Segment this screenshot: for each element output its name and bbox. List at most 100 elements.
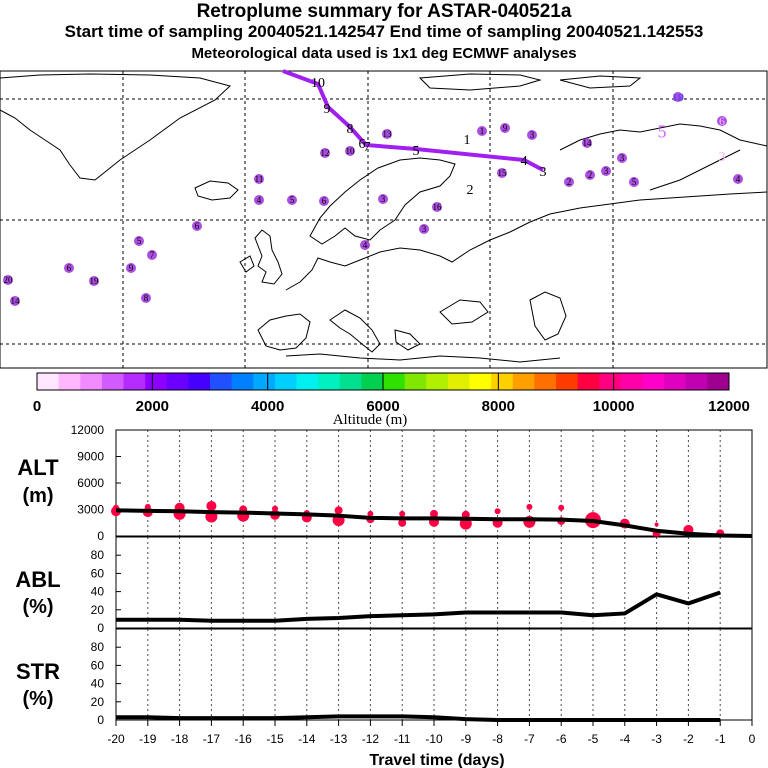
cluster-label-28: 19 — [90, 276, 100, 286]
cluster-label-19: 4 — [257, 195, 262, 205]
xtick-label-18: -2 — [683, 732, 694, 746]
alt-cluster-marker-15 — [334, 506, 343, 515]
travel-time-axis: -20 -19 -18 -17 -16 -15 -14 -13 -12 -11 -10 -9 -8 -7-… — [107, 720, 756, 746]
colorbar-segment-20 — [469, 373, 492, 390]
cluster-label-14: 4 — [736, 174, 741, 184]
ytick-label-0-1: 3000 — [77, 503, 104, 517]
cluster-marker-10 — [673, 92, 683, 102]
colorbar-tick-label-5: 10000 — [593, 398, 635, 415]
cluster-label-25: 6 — [67, 263, 72, 273]
colorbar-segment-4 — [123, 373, 146, 390]
cluster-label-1: 9 — [324, 102, 331, 117]
xtick-label-6: -14 — [298, 732, 316, 746]
cluster-marker-43 — [477, 126, 487, 136]
colorbar-segment-0 — [37, 373, 60, 390]
series-line-2-0 — [116, 714, 721, 722]
ytick-label-1-2: 40 — [91, 585, 105, 599]
cluster-marker-28 — [89, 276, 99, 286]
cluster-label-40: 2 — [588, 170, 593, 180]
colorbar-segment-23 — [534, 373, 557, 390]
cluster-label-18: 13 — [383, 129, 393, 139]
xtick-label-3: -17 — [203, 732, 221, 746]
colorbar-segment-14 — [339, 373, 362, 390]
colorbar-segment-8 — [210, 373, 233, 390]
panel-unit-0: (m) — [22, 485, 53, 507]
cluster-label-15: 11 — [255, 174, 264, 184]
cluster-label-27: 20 — [4, 275, 14, 285]
coastline-arctic-islands — [418, 73, 642, 91]
retroplume-trajectory — [282, 69, 544, 172]
xtick-label-2: -18 — [171, 732, 189, 746]
panel-unit-1: (%) — [22, 596, 53, 618]
cluster-label-26: 9 — [129, 263, 134, 273]
xtick-label-16: -4 — [619, 732, 630, 746]
alt-cluster-marker-21 — [430, 509, 438, 518]
coastline-iceland — [194, 180, 239, 201]
colorbar-segment-24 — [556, 373, 579, 390]
cluster-label-39: 5 — [632, 177, 637, 187]
cluster-marker-15 — [254, 174, 264, 184]
xtick-label-0: -20 — [107, 732, 125, 746]
colorbar-segment-22 — [512, 373, 535, 390]
cluster-label-7: 3 — [540, 165, 547, 180]
panel-2: 0 20 40 60 80 STR (%) — [16, 628, 753, 727]
ytick-label-2-2: 40 — [91, 677, 105, 691]
ytick-label-2-4: 80 — [91, 640, 105, 654]
ytick-label-0-0: 0 — [97, 529, 104, 543]
cluster-marker-32 — [497, 168, 507, 178]
coastline-italy-med — [329, 309, 421, 353]
colorbar-tick-label-0: 0 — [33, 398, 41, 415]
cluster-label-11: 5 — [658, 121, 667, 141]
cluster-marker-33 — [419, 224, 429, 234]
cluster-label-20: 5 — [290, 195, 295, 205]
chart-title: Retroplume summary for ASTAR-040521a — [196, 1, 572, 22]
colorbar-segment-10 — [253, 373, 276, 390]
cluster-label-29: 14 — [11, 296, 21, 306]
cluster-marker-38 — [617, 153, 627, 163]
cluster-marker-23 — [134, 236, 144, 246]
coastline-british-isles — [239, 229, 283, 285]
cluster-label-32: 15 — [498, 168, 508, 178]
colorbar-segment-27 — [620, 373, 643, 390]
xtick-label-13: -7 — [524, 732, 535, 746]
altitude-colorbar: 0 2000 4000 6000 8000 10000 12000 — [33, 372, 750, 415]
cluster-label-35: 3 — [381, 194, 386, 204]
cluster-label-31: 16 — [433, 202, 443, 212]
cluster-marker-44 — [582, 138, 592, 148]
colorbar-segment-21 — [491, 373, 514, 390]
ytick-label-2-0: 0 — [97, 713, 104, 727]
colorbar-tick-label-1: 2000 — [136, 398, 169, 415]
coastline-iberia — [257, 313, 311, 351]
colorbar-segment-30 — [685, 373, 708, 390]
cluster-marker-36 — [564, 177, 574, 187]
panel-title-2: STR — [16, 659, 60, 684]
alt-cluster-marker-18 — [398, 518, 407, 527]
cluster-label-9: 1 — [464, 133, 471, 148]
coastline-africa-north — [285, 353, 561, 363]
panel-0: 0 3000 6000 9000 12000 ALT (m) — [17, 423, 753, 543]
cluster-label-34: 4 — [363, 240, 368, 250]
cluster-label-38: 3 — [620, 153, 625, 163]
colorbar-title: Altitude (m) — [333, 412, 408, 428]
map-frame — [0, 70, 768, 369]
sampling-time-line: Start time of sampling 20040521.142547 E… — [64, 22, 704, 41]
cluster-label-5: 5 — [413, 144, 420, 159]
alt-cluster-marker-3 — [144, 503, 151, 510]
xtick-label-1: -19 — [139, 732, 157, 746]
cluster-label-0: 10 — [311, 76, 325, 91]
panel-title-1: ABL — [15, 567, 60, 592]
cluster-marker-25 — [64, 263, 74, 273]
cluster-label-41: 9 — [503, 123, 508, 133]
cluster-marker-14 — [733, 174, 743, 184]
cluster-label-24: 7 — [150, 250, 155, 260]
ytick-label-2-3: 60 — [91, 658, 105, 672]
panel-1: 0 20 40 60 80 ABL (%) — [15, 536, 753, 635]
xtick-label-11: -9 — [460, 732, 471, 746]
cluster-label-8: 2 — [467, 183, 474, 198]
alt-cluster-marker-27 — [526, 503, 533, 510]
coastlines — [0, 73, 768, 363]
ytick-label-1-1: 20 — [91, 603, 105, 617]
colorbar-segment-12 — [296, 373, 319, 390]
